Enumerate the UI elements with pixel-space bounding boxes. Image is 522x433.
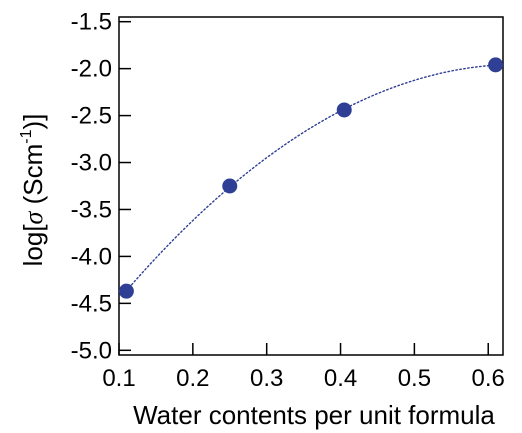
fit-curve: [125, 64, 497, 292]
y-tick-label: -4.5: [71, 290, 112, 317]
y-tick-label: -3.5: [71, 196, 112, 223]
x-tick-label: 0.1: [102, 365, 135, 392]
x-tick-label: 0.4: [324, 365, 357, 392]
y-axis-title: log[σ (Scm-1)]: [18, 114, 48, 267]
y-tick-label: -2.5: [71, 103, 112, 130]
y-tick-label: -4.0: [71, 243, 112, 270]
data-point: [336, 102, 352, 118]
data-point: [118, 283, 134, 299]
y-tick-label: -1.5: [71, 9, 112, 36]
x-tick-label: 0.6: [472, 365, 505, 392]
data-points-group: [118, 57, 504, 299]
y-tick-label: -5.0: [71, 337, 112, 364]
y-tick-label: -2.0: [71, 56, 112, 83]
x-tick-label: 0.5: [398, 365, 431, 392]
y-tick-label: -3.0: [71, 150, 112, 177]
fit-curve-group: [125, 64, 497, 292]
plot-frame: [118, 16, 504, 356]
x-tick-label: 0.3: [250, 365, 283, 392]
y-axis-title-sigma: σ: [19, 210, 48, 224]
y-axis-title-unit: (Scm: [18, 144, 48, 212]
x-axis: 0.1 0.2 0.3 0.4 0.5 0.6: [102, 343, 505, 392]
y-axis-title-prefix: log[: [18, 224, 48, 267]
data-point: [488, 57, 504, 73]
y-axis: -5.0 -4.5 -4.0 -3.5 -3.0 -2.5 -2.0 -1.5: [71, 9, 131, 364]
data-point: [222, 178, 238, 194]
x-tick-label: 0.2: [176, 365, 209, 392]
y-axis-title-exponent: -1: [18, 129, 35, 143]
x-axis-title: Water contents per unit formula: [133, 400, 495, 430]
plot-border: [118, 16, 504, 356]
y-axis-title-suffix: )]: [18, 114, 48, 130]
